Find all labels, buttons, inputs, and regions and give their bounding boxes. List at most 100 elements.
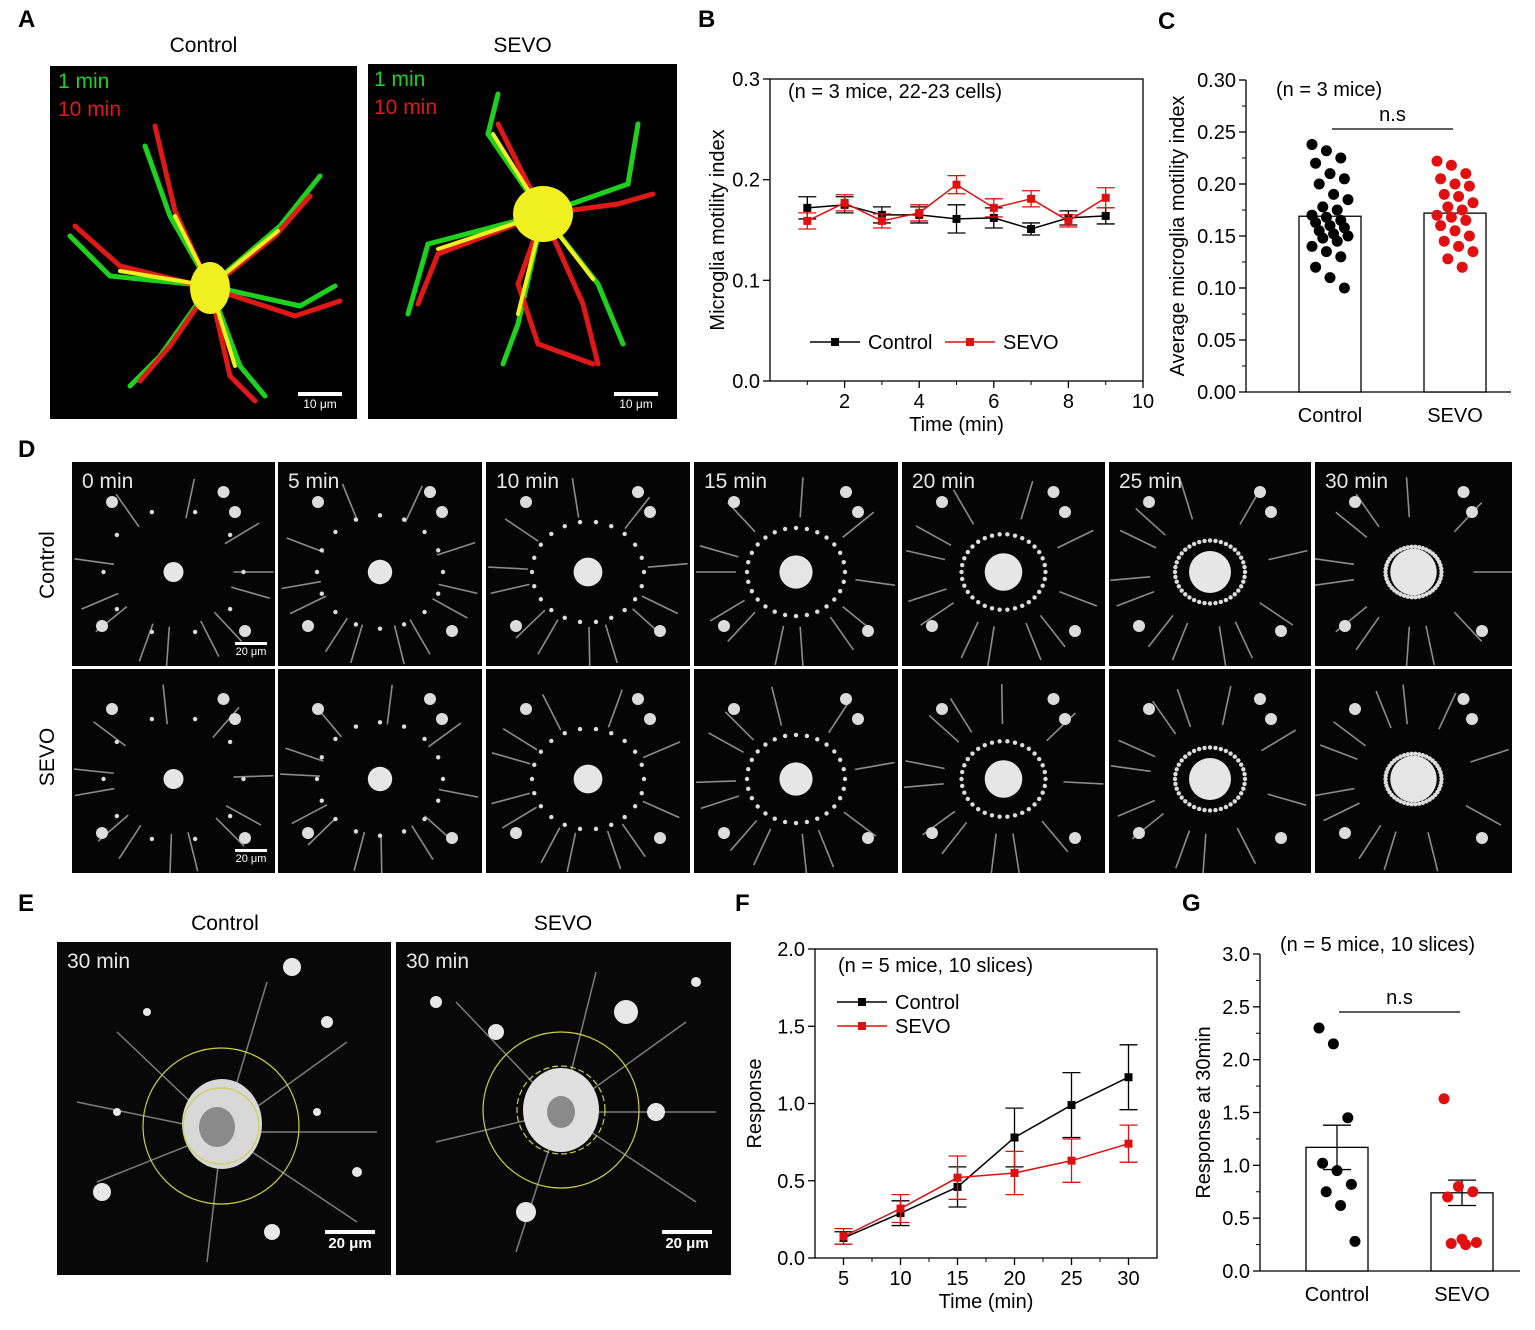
series-line-sevo xyxy=(843,1142,1129,1238)
scatter-point xyxy=(1460,214,1472,226)
scatter-point xyxy=(1328,188,1340,200)
panel-d-image-control-6: 30 min xyxy=(1315,462,1512,666)
y-axis-label: Response at 30min xyxy=(1193,1026,1215,1198)
scatter-point xyxy=(1324,168,1336,180)
scatter-point xyxy=(1324,220,1336,232)
y-tick-label: 0.15 xyxy=(1197,226,1236,248)
scatter-point xyxy=(1456,261,1468,273)
scatter-point xyxy=(1442,201,1454,213)
scatter-point xyxy=(1445,159,1457,171)
scatter-point xyxy=(1317,201,1329,213)
y-tick-label: 0.0 xyxy=(777,1248,805,1270)
scatter-point xyxy=(1453,190,1465,202)
x-tick-label: 25 xyxy=(1060,1268,1082,1290)
scatter-point xyxy=(1313,178,1325,190)
legend-marker xyxy=(858,998,866,1006)
y-tick-label: 0.0 xyxy=(732,371,760,393)
panel-letter-a: A xyxy=(18,6,36,33)
panel-a-label-1min: 1 min xyxy=(58,70,110,93)
panel-a-title-control: Control xyxy=(169,34,238,57)
panel-letter-f: F xyxy=(735,890,750,917)
data-point xyxy=(839,1232,848,1241)
scatter-point xyxy=(1442,253,1454,265)
scatter-point xyxy=(1342,1112,1354,1124)
y-tick-label: 0.5 xyxy=(1222,1208,1250,1230)
scatter-point xyxy=(1460,168,1472,180)
scatter-point xyxy=(1342,230,1354,242)
scatter-point xyxy=(1435,173,1447,185)
x-tick-label: 8 xyxy=(1063,391,1074,413)
x-category-label: SEVO xyxy=(1427,405,1483,427)
y-tick-label: 1.5 xyxy=(777,1016,805,1038)
panel-letter-c: C xyxy=(1158,8,1176,35)
panel-e-time-control: 30 min xyxy=(67,950,131,973)
y-tick-label: 0.3 xyxy=(732,69,760,91)
y-tick-label: 0.20 xyxy=(1197,174,1236,196)
panel-d-time-label-2: 10 min xyxy=(496,470,560,493)
scatter-point xyxy=(1310,261,1322,273)
y-tick-label: 2.0 xyxy=(777,939,805,961)
panel-d-image-sevo-1 xyxy=(278,669,482,873)
scatter-point xyxy=(1449,225,1461,237)
significance-label: n.s xyxy=(1379,104,1406,126)
data-point xyxy=(989,203,998,212)
scatter-point xyxy=(1306,138,1318,150)
panel-g-chart: 0.0 0.5 1.0 1.5 2.0 2.5 3.0 Response at 30min (n… xyxy=(1193,934,1520,1306)
panel-d-image-sevo-4 xyxy=(902,669,1105,873)
x-tick-label: 20 xyxy=(1003,1268,1025,1290)
panel-d-scale-bar-control: 20 μm xyxy=(235,642,267,658)
legend-marker xyxy=(858,1022,866,1030)
scatter-point xyxy=(1317,232,1329,244)
scatter-point xyxy=(1463,230,1475,242)
panel-e-image-sevo: 30 min 20 μm xyxy=(396,942,731,1275)
panel-d-time-label-3: 15 min xyxy=(704,470,768,493)
panel-e-time-sevo: 30 min xyxy=(406,950,470,973)
y-tick-label: 3.0 xyxy=(1222,944,1250,966)
scatter-point xyxy=(1467,197,1479,209)
scatter-point xyxy=(1338,173,1350,185)
panel-a-image-sevo: 1 min 10 min 10 μm xyxy=(368,64,677,419)
x-category-label: SEVO xyxy=(1434,1284,1490,1306)
scatter-point xyxy=(1317,1157,1329,1169)
panel-d-image-control-1: 5 min xyxy=(278,462,482,666)
x-tick-label: 10 xyxy=(889,1268,911,1290)
panel-letter-g: G xyxy=(1182,890,1201,917)
scatter-point xyxy=(1452,1180,1464,1192)
bar-sevo xyxy=(1423,212,1487,393)
panel-d-image-control-2: 10 min xyxy=(486,462,690,666)
scatter-point xyxy=(1438,1093,1450,1105)
panel-a-scale-bar-sevo: 10 μm xyxy=(614,392,658,411)
data-point xyxy=(989,213,998,222)
panel-e-scale-bar-sevo: 20 μm xyxy=(662,1230,712,1252)
panel-d-time-label-4: 20 min xyxy=(912,470,976,493)
scatter-point xyxy=(1431,209,1443,221)
scatter-point xyxy=(1320,145,1332,157)
panel-d-image-sevo-6 xyxy=(1315,669,1512,873)
panel-d-image-sevo-3 xyxy=(694,669,898,873)
legend-label-sevo: SEVO xyxy=(1003,332,1059,354)
scatter-point xyxy=(1320,246,1332,258)
scatter-point xyxy=(1310,216,1322,228)
y-axis-label: Average microglia motility index xyxy=(1167,96,1189,377)
panel-d-image-sevo-0: 20 μm xyxy=(72,669,275,873)
panel-a-label-10min-sevo: 10 min xyxy=(374,96,438,119)
scatter-point xyxy=(1313,1022,1325,1034)
data-point xyxy=(1124,1073,1133,1082)
data-point xyxy=(803,203,812,212)
significance-label: n.s xyxy=(1386,987,1413,1009)
data-point xyxy=(915,208,924,217)
y-tick-label: 0.00 xyxy=(1197,382,1236,404)
panel-d-time-label-1: 5 min xyxy=(288,470,340,493)
scatter-point xyxy=(1460,1239,1472,1251)
panel-d-image-control-0: 0 min 20 μm xyxy=(72,462,275,666)
scatter-point xyxy=(1467,1186,1479,1198)
y-tick-label: 0.05 xyxy=(1197,330,1236,352)
y-tick-label: 1.0 xyxy=(1222,1155,1250,1177)
scatter-point xyxy=(1338,222,1350,234)
panel-d-row-label-sevo: SEVO xyxy=(36,727,59,787)
panel-a-scale-bar-control: 10 μm xyxy=(298,392,342,411)
y-tick-label: 0.2 xyxy=(732,170,760,192)
scatter-point xyxy=(1467,246,1479,258)
panel-d-row-label-control: Control xyxy=(36,531,59,599)
scatter-point xyxy=(1335,1199,1347,1211)
